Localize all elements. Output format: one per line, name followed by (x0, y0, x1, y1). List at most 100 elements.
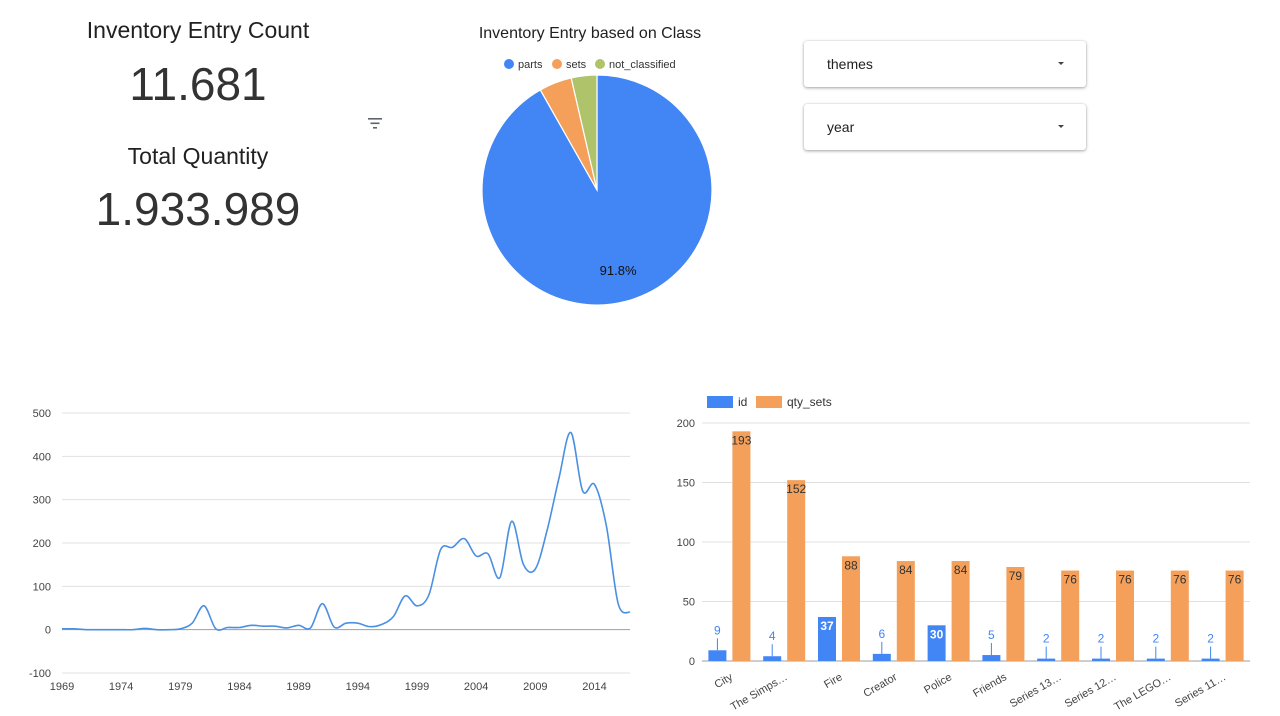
line-y-tick-label: 500 (33, 408, 51, 420)
bar-qty_sets (1116, 570, 1134, 661)
bar-category-label: Series 12… (1063, 671, 1119, 710)
bar-id (1037, 658, 1056, 661)
line-x-tick-label: 1999 (405, 681, 429, 693)
entry-count-value: 11.681 (129, 58, 267, 110)
chevron-down-icon (1058, 62, 1064, 65)
bar-category-label: Fire (822, 671, 844, 691)
bar-category-label: Series 11… (1173, 671, 1228, 710)
bar-legend-swatch-id (707, 396, 733, 408)
bar-data-label: 30 (930, 627, 944, 641)
bar-id (1201, 658, 1220, 661)
year-line-chart: -100 0 100 200 300 400 500 1969 1974 1979 1984 1989… (29, 408, 631, 693)
bar-qty_sets (732, 431, 751, 661)
bar-y-tick-label: 100 (677, 537, 695, 549)
bar-qty_sets (1225, 570, 1244, 661)
line-y-tick-label: 100 (33, 581, 51, 593)
legend-label-sets: sets (566, 59, 587, 71)
bar-y-tick-label: 50 (683, 597, 695, 609)
legend-swatch-parts (504, 59, 514, 69)
line-x-tick-label: 2009 (523, 681, 547, 693)
bar-data-label: 79 (1009, 569, 1023, 583)
line-x-tick-label: 1989 (286, 681, 310, 693)
bar-qty_sets (1006, 566, 1025, 661)
themes-dropdown-label: themes (827, 56, 873, 72)
bar-legend-swatch-qty_sets (756, 396, 782, 408)
bar-y-tick-label: 0 (689, 656, 695, 668)
bar-y-tick-label: 150 (677, 478, 695, 490)
bar-category-label: The Simps… (729, 671, 790, 710)
bar-data-label: 2 (1207, 632, 1214, 646)
line-y-tick-label: 300 (33, 495, 51, 507)
pie-title: Inventory Entry based on Class (479, 25, 701, 42)
bar-data-label: 2 (1043, 632, 1050, 646)
bar-data-label: 76 (1228, 573, 1242, 587)
legend-label-not_classified: not_classified (609, 59, 676, 71)
chevron-down-icon (1058, 125, 1064, 128)
year-dropdown-label: year (827, 119, 855, 135)
line-series (61, 431, 631, 631)
entry-count-title: Inventory Entry Count (86, 17, 310, 43)
line-x-tick-label: 1984 (227, 681, 251, 693)
bar-category-label: City (712, 671, 735, 691)
bar-id (818, 616, 836, 661)
bar-data-label: 152 (786, 482, 806, 496)
line-x-tick-label: 1969 (50, 681, 74, 693)
pie-slice-not_classified (570, 74, 598, 191)
bar-legend-label-qty_sets: qty_sets (787, 395, 832, 409)
bar-qty_sets (1170, 570, 1189, 661)
quantity-title: Total Quantity (127, 143, 269, 169)
bar-category-label: Friends (971, 671, 1009, 700)
bar-qty_sets (787, 480, 806, 661)
legend-swatch-sets (552, 59, 562, 69)
bar-data-label: 6 (878, 627, 885, 641)
line-y-tick-label: 400 (33, 451, 51, 463)
legend-swatch-not_classified (595, 59, 605, 69)
line-y-tick-label: -100 (29, 668, 51, 680)
bar-data-label: 37 (820, 619, 834, 633)
bar-category-label: The LEGO… (1112, 671, 1173, 710)
line-y-tick-label: 0 (45, 625, 51, 637)
bar-data-label: 84 (899, 563, 913, 577)
bar-data-label: 5 (988, 628, 995, 642)
line-x-tick-label: 2014 (582, 681, 606, 693)
theme-bar-chart: id qty_sets 0 50 100 150 200 9 193 City 4 152 The Si… (677, 395, 1250, 710)
bar-category-label: Police (922, 671, 954, 696)
line-x-tick-label: 2004 (464, 681, 488, 693)
bar-category-label: Creator (862, 671, 900, 700)
bar-data-label: 88 (844, 558, 858, 572)
bar-id (1092, 658, 1110, 661)
filter-list-icon[interactable] (367, 117, 383, 131)
bar-category-label: Series 13… (1008, 671, 1064, 710)
bar-qty_sets (896, 561, 915, 661)
bar-data-label: 4 (769, 629, 776, 643)
bar-id (982, 655, 1001, 661)
bar-id (763, 656, 782, 661)
bar-qty_sets (951, 561, 970, 661)
bar-data-label: 76 (1064, 573, 1078, 587)
bar-legend-label-id: id (738, 395, 747, 409)
bar-id (927, 625, 946, 661)
legend-label-parts: parts (518, 59, 543, 71)
bar-data-label: 193 (731, 433, 751, 447)
bar-data-label: 76 (1173, 573, 1187, 587)
bar-data-label: 2 (1098, 632, 1105, 646)
bar-data-label: 2 (1152, 632, 1159, 646)
bar-data-label: 76 (1118, 573, 1132, 587)
year-dropdown[interactable]: year (804, 104, 1086, 150)
bar-id (1146, 658, 1165, 661)
bar-y-tick-label: 200 (677, 418, 695, 430)
bar-data-label: 84 (954, 563, 968, 577)
pie-data-label-parts: 91.8% (600, 263, 637, 278)
line-x-tick-label: 1974 (109, 681, 133, 693)
bar-id (872, 653, 891, 661)
bar-id (708, 650, 727, 661)
bar-qty_sets (842, 556, 860, 661)
line-y-tick-label: 200 (33, 538, 51, 550)
bar-data-label: 9 (714, 623, 721, 637)
class-pie-chart: Inventory Entry based on Class parts sets n… (479, 25, 713, 306)
line-x-tick-label: 1979 (168, 681, 192, 693)
themes-dropdown[interactable]: themes (804, 41, 1086, 87)
quantity-value: 1.933.989 (95, 183, 301, 235)
bar-qty_sets (1061, 570, 1080, 661)
line-x-tick-label: 1994 (346, 681, 370, 693)
